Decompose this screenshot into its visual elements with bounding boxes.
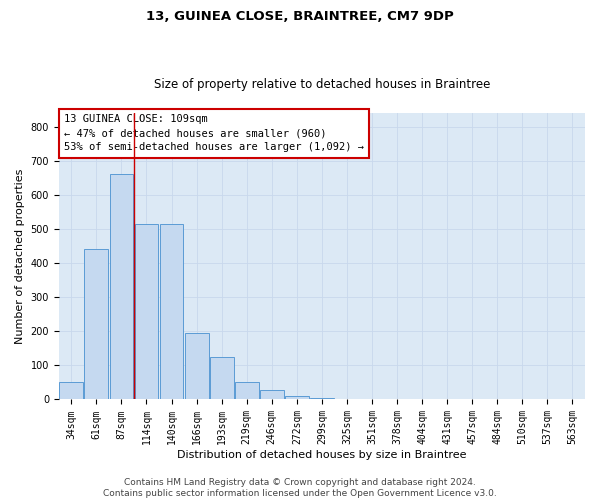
Bar — [210, 357, 233, 400]
Bar — [260, 390, 284, 400]
Bar — [134, 224, 158, 400]
Bar — [235, 382, 259, 400]
Text: 13 GUINEA CLOSE: 109sqm
← 47% of detached houses are smaller (960)
53% of semi-d: 13 GUINEA CLOSE: 109sqm ← 47% of detache… — [64, 114, 364, 152]
Title: Size of property relative to detached houses in Braintree: Size of property relative to detached ho… — [154, 78, 490, 91]
Bar — [335, 399, 359, 400]
Bar — [310, 398, 334, 400]
Bar — [59, 382, 83, 400]
Text: Contains HM Land Registry data © Crown copyright and database right 2024.
Contai: Contains HM Land Registry data © Crown c… — [103, 478, 497, 498]
X-axis label: Distribution of detached houses by size in Braintree: Distribution of detached houses by size … — [177, 450, 467, 460]
Bar — [185, 333, 209, 400]
Text: 13, GUINEA CLOSE, BRAINTREE, CM7 9DP: 13, GUINEA CLOSE, BRAINTREE, CM7 9DP — [146, 10, 454, 23]
Y-axis label: Number of detached properties: Number of detached properties — [15, 168, 25, 344]
Bar — [110, 174, 133, 400]
Bar — [285, 396, 309, 400]
Bar — [160, 224, 184, 400]
Bar — [85, 250, 108, 400]
